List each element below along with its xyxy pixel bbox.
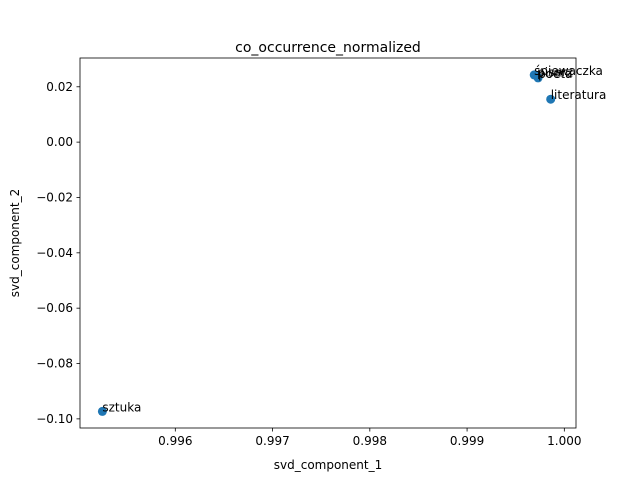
x-tick-label: 0.997 <box>255 434 289 448</box>
y-tick-label: −0.08 <box>36 357 73 371</box>
x-tick-label: 0.998 <box>353 434 387 448</box>
scatter-point <box>546 94 556 104</box>
point-label: literatura <box>551 88 607 102</box>
plot-frame <box>79 57 577 429</box>
point-label: śpiewaczka <box>534 64 603 78</box>
point-label: pisarz <box>537 65 573 79</box>
axes: 0.996 0.997 0.998 0.999 1.000 −0.10 −0.08 −0.06… <box>36 57 582 448</box>
point-label: sztuka <box>102 400 141 414</box>
x-axis-title: svd_component_1 <box>274 458 383 472</box>
y-tick-label: 0.02 <box>46 80 73 94</box>
y-tick-label: −0.06 <box>36 301 73 315</box>
x-tick-label: 0.996 <box>158 434 192 448</box>
x-tick-label: 0.999 <box>450 434 484 448</box>
y-tick-label: 0.00 <box>46 135 73 149</box>
chart-title: co_occurrence_normalized <box>235 40 421 56</box>
x-tick-label: 1.000 <box>547 434 581 448</box>
scatter-point <box>533 73 543 83</box>
y-tick-label: −0.04 <box>36 246 73 260</box>
y-tick-label: −0.02 <box>36 190 73 204</box>
y-axis-title: svd_component_2 <box>8 189 22 298</box>
scatter-point <box>97 406 107 416</box>
point-label: poeta <box>538 67 572 81</box>
y-tick-label: −0.10 <box>36 412 73 426</box>
